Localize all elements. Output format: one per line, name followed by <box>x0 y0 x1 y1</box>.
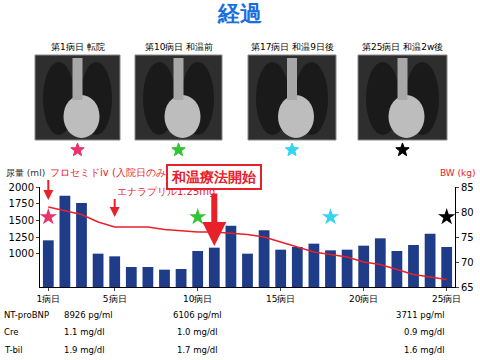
svg-text:1.1 mg/dl: 1.1 mg/dl <box>64 327 105 337</box>
svg-text:0.9 mg/dl: 0.9 mg/dl <box>404 327 445 337</box>
svg-text:75: 75 <box>461 232 474 243</box>
svg-text:T-bil: T-bil <box>4 345 23 355</box>
svg-text:第10病日 和温前: 第10病日 和温前 <box>145 42 213 52</box>
svg-text:フロセミドiv (入院日のみ): フロセミドiv (入院日のみ) <box>50 167 170 178</box>
svg-text:80: 80 <box>461 207 474 218</box>
svg-text:第25病日 和温2w後: 第25病日 和温2w後 <box>362 42 443 52</box>
svg-text:1病日: 1病日 <box>36 294 60 304</box>
svg-text:65: 65 <box>461 282 474 293</box>
svg-text:10病日: 10病日 <box>183 294 212 304</box>
svg-text:1.9 mg/dl: 1.9 mg/dl <box>64 345 105 355</box>
svg-text:NT-proBNP: NT-proBNP <box>4 310 49 320</box>
svg-text:70: 70 <box>461 257 474 268</box>
svg-text:1.6 mg/dl: 1.6 mg/dl <box>404 345 445 355</box>
svg-text:和温療法開始: 和温療法開始 <box>171 169 257 185</box>
svg-text:1250: 1250 <box>9 232 34 243</box>
svg-text:尿量 (ml): 尿量 (ml) <box>6 168 45 178</box>
svg-text:BW (kg): BW (kg) <box>440 168 476 178</box>
svg-text:Cre: Cre <box>4 327 18 337</box>
svg-text:15病日: 15病日 <box>266 294 295 304</box>
svg-text:第1病日 転院: 第1病日 転院 <box>51 42 105 52</box>
svg-text:5病日: 5病日 <box>103 294 127 304</box>
svg-text:3711 pg/ml: 3711 pg/ml <box>396 310 445 320</box>
svg-text:20病日: 20病日 <box>349 294 378 304</box>
svg-text:1500: 1500 <box>9 215 34 226</box>
svg-text:1.7 mg/dl: 1.7 mg/dl <box>177 345 218 355</box>
svg-text:第17病日 和温9日後: 第17病日 和温9日後 <box>251 42 334 52</box>
svg-text:1750: 1750 <box>9 198 34 209</box>
svg-text:25病日: 25病日 <box>432 294 461 304</box>
svg-text:8926 pg/ml: 8926 pg/ml <box>64 310 113 320</box>
svg-text:85: 85 <box>461 182 474 193</box>
svg-text:1000: 1000 <box>9 248 34 259</box>
svg-text:経過: 経過 <box>217 1 262 26</box>
svg-text:1.0 mg/dl: 1.0 mg/dl <box>177 327 218 337</box>
svg-text:6106 pg/ml: 6106 pg/ml <box>173 310 222 320</box>
svg-text:エナラプリル1.25mg: エナラプリル1.25mg <box>117 186 215 197</box>
svg-text:2000: 2000 <box>9 182 34 193</box>
